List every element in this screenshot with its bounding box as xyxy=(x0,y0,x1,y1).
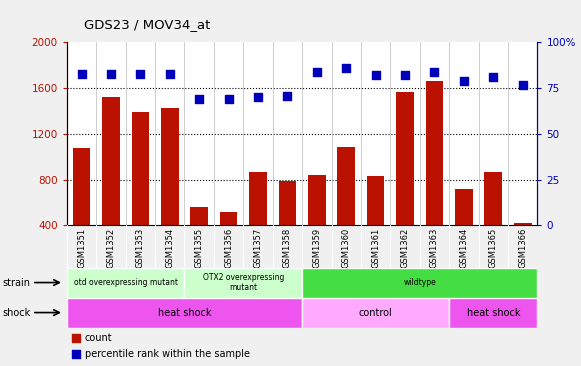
Text: GSM1364: GSM1364 xyxy=(460,228,468,268)
Point xyxy=(430,69,439,75)
Point xyxy=(371,72,381,78)
Text: percentile rank within the sample: percentile rank within the sample xyxy=(85,349,250,359)
Text: GSM1353: GSM1353 xyxy=(136,228,145,268)
Text: heat shock: heat shock xyxy=(467,307,520,318)
Text: GSM1352: GSM1352 xyxy=(106,228,116,268)
Bar xyxy=(302,298,449,328)
Point xyxy=(489,74,498,80)
Bar xyxy=(102,97,120,225)
Point xyxy=(71,335,81,341)
Text: GSM1362: GSM1362 xyxy=(400,228,410,268)
Point xyxy=(342,65,351,71)
Point xyxy=(253,94,263,100)
Bar xyxy=(514,223,532,225)
Bar xyxy=(302,268,537,298)
Text: GDS23 / MOV34_at: GDS23 / MOV34_at xyxy=(84,18,211,31)
Point xyxy=(165,71,174,76)
Text: GSM1357: GSM1357 xyxy=(253,228,263,268)
Bar xyxy=(485,172,502,225)
Text: GSM1358: GSM1358 xyxy=(283,228,292,268)
Bar xyxy=(220,212,238,225)
Bar xyxy=(161,108,178,225)
Bar xyxy=(426,81,443,225)
Point xyxy=(224,96,233,102)
Bar xyxy=(185,268,302,298)
Point xyxy=(195,96,204,102)
Text: heat shock: heat shock xyxy=(157,307,211,318)
Bar xyxy=(191,207,208,225)
Point xyxy=(312,69,321,75)
Bar xyxy=(131,112,149,225)
Point xyxy=(400,72,410,78)
Text: GSM1359: GSM1359 xyxy=(313,228,321,268)
Point xyxy=(283,93,292,98)
Text: GSM1366: GSM1366 xyxy=(518,228,527,268)
Point xyxy=(71,351,81,356)
Text: shock: shock xyxy=(3,307,31,318)
Text: GSM1360: GSM1360 xyxy=(342,228,351,268)
Bar xyxy=(338,146,355,225)
Bar xyxy=(249,172,267,225)
Point xyxy=(77,71,86,76)
Text: wildtype: wildtype xyxy=(403,278,436,287)
Bar xyxy=(67,298,302,328)
Bar xyxy=(67,268,185,298)
Bar xyxy=(367,176,385,225)
Text: GSM1365: GSM1365 xyxy=(489,228,498,268)
Bar xyxy=(279,181,296,225)
Bar xyxy=(449,298,537,328)
Text: count: count xyxy=(85,333,112,343)
Text: otd overexpressing mutant: otd overexpressing mutant xyxy=(74,278,178,287)
Text: GSM1355: GSM1355 xyxy=(195,228,204,268)
Point xyxy=(459,78,468,84)
Text: strain: strain xyxy=(3,277,31,288)
Bar xyxy=(73,147,91,225)
Text: OTX2 overexpressing
mutant: OTX2 overexpressing mutant xyxy=(203,273,284,292)
Bar xyxy=(455,189,473,225)
Text: GSM1354: GSM1354 xyxy=(165,228,174,268)
Text: GSM1361: GSM1361 xyxy=(371,228,380,268)
Text: GSM1351: GSM1351 xyxy=(77,228,86,268)
Text: GSM1356: GSM1356 xyxy=(224,228,233,268)
Bar xyxy=(308,175,326,225)
Text: GSM1363: GSM1363 xyxy=(430,228,439,268)
Point xyxy=(136,71,145,76)
Point xyxy=(518,82,528,87)
Bar xyxy=(396,92,414,225)
Point xyxy=(106,71,116,76)
Text: control: control xyxy=(359,307,393,318)
